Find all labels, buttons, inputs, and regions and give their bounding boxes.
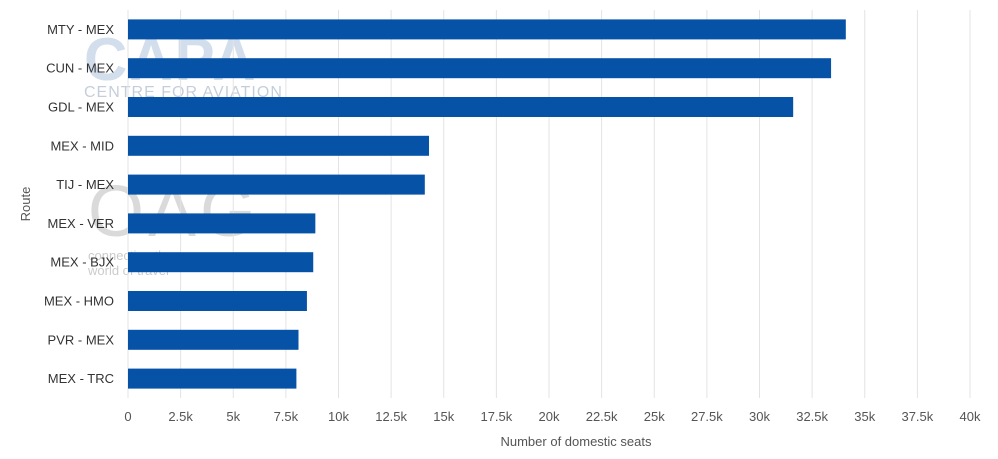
x-tick-label: 35k xyxy=(854,409,875,424)
x-tick-label: 40k xyxy=(960,409,981,424)
bar xyxy=(128,291,307,311)
y-tick-label: MEX - BJX xyxy=(50,255,114,270)
bar xyxy=(128,58,832,79)
x-tick-label: 37.5k xyxy=(901,409,933,424)
y-tick-label: MTY - MEX xyxy=(47,22,114,37)
bar xyxy=(128,97,794,117)
x-tick-label: 7.5k xyxy=(274,409,299,424)
x-tick-label: 30k xyxy=(749,409,770,424)
y-tick-label: PVR - MEX xyxy=(48,332,115,347)
x-tick-label: 5k xyxy=(226,409,240,424)
y-tick-labels: MTY - MEX CUN - MEX GDL - MEX MEX - MID TIJ … xyxy=(44,22,114,386)
y-tick-label: MEX - MID xyxy=(50,138,114,153)
bar xyxy=(128,19,846,40)
x-tick-label: 15k xyxy=(433,409,454,424)
bar xyxy=(128,174,425,195)
bar xyxy=(128,329,299,350)
x-tick-label: 0 xyxy=(124,409,131,424)
x-tick-label: 22.5k xyxy=(586,409,618,424)
bar xyxy=(128,252,314,273)
y-axis-title: Route xyxy=(18,187,33,222)
y-tick-label: MEX - VER xyxy=(48,216,114,231)
y-tick-label: MEX - TRC xyxy=(48,371,114,386)
bar xyxy=(128,135,430,156)
bars xyxy=(128,19,846,389)
x-tick-label: 2.5k xyxy=(168,409,193,424)
y-tick-label: GDL - MEX xyxy=(48,100,114,115)
x-tick-label: 27.5k xyxy=(691,409,723,424)
x-tick-label: 10k xyxy=(328,409,349,424)
x-tick-label: 25k xyxy=(644,409,665,424)
y-tick-label: MEX - HMO xyxy=(44,294,114,309)
x-tick-label: 32.5k xyxy=(796,409,828,424)
x-tick-label: 12.5k xyxy=(375,409,407,424)
y-tick-label: CUN - MEX xyxy=(46,61,114,76)
x-tick-labels: 0 2.5k 5k 7.5k 10k 12.5k 15k 17.5k 20k 22.5k 25k 27… xyxy=(124,409,981,424)
x-tick-label: 17.5k xyxy=(480,409,512,424)
bar xyxy=(128,213,316,234)
x-tick-label: 20k xyxy=(539,409,560,424)
bar xyxy=(128,368,297,389)
x-axis-title: Number of domestic seats xyxy=(500,434,652,449)
y-tick-label: TIJ - MEX xyxy=(56,177,114,192)
